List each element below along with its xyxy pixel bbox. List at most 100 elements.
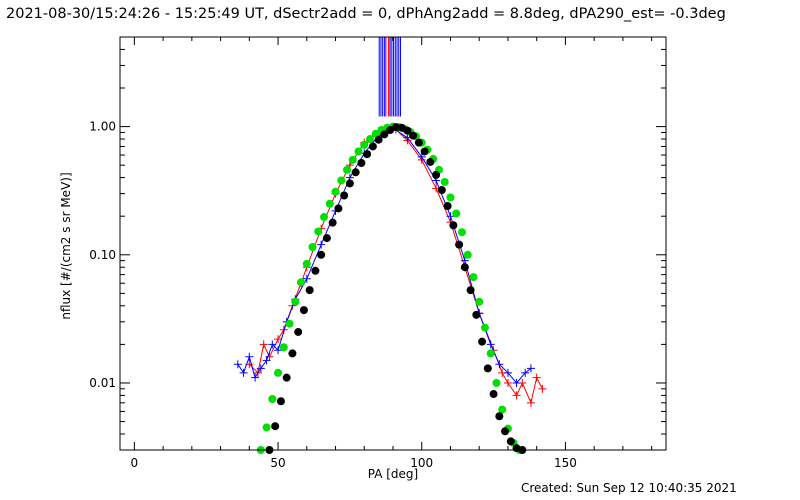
data-point-circle xyxy=(282,373,291,382)
data-point-circle xyxy=(469,273,478,282)
data-point-circle xyxy=(368,142,377,151)
data-point-circle xyxy=(495,412,504,421)
data-point-circle xyxy=(437,186,446,195)
series-2 xyxy=(256,122,524,454)
series-3 xyxy=(265,123,527,454)
data-point-plus xyxy=(251,373,260,382)
data-point-plus xyxy=(532,373,541,382)
data-point-circle xyxy=(366,135,375,144)
data-point-circle xyxy=(452,209,461,218)
data-point-circle xyxy=(478,337,487,346)
data-point-circle xyxy=(351,168,360,177)
y-tick-label: 0.01 xyxy=(89,376,116,390)
data-point-circle xyxy=(480,323,489,332)
data-point-circle xyxy=(340,191,349,200)
data-point-circle xyxy=(325,199,334,208)
data-point-circle xyxy=(374,135,383,144)
data-point-circle xyxy=(363,150,372,159)
data-point-circle xyxy=(443,202,452,211)
data-point-circle xyxy=(305,286,314,295)
data-point-circle xyxy=(285,319,294,328)
data-point-circle xyxy=(322,234,331,243)
data-point-circle xyxy=(449,221,458,230)
y-tick-label: 1.00 xyxy=(89,120,116,134)
data-point-circle xyxy=(297,278,306,287)
data-point-plus xyxy=(495,360,504,369)
data-point-plus xyxy=(538,384,547,393)
data-point-circle xyxy=(426,157,435,166)
data-point-circle xyxy=(446,193,455,202)
data-point-circle xyxy=(299,306,308,315)
series-1 xyxy=(233,124,535,387)
data-point-plus xyxy=(274,346,283,355)
data-point-circle xyxy=(457,228,466,237)
data-point-plus xyxy=(521,368,530,377)
data-point-circle xyxy=(288,349,297,358)
x-tick-label: 150 xyxy=(554,456,577,470)
data-point-circle xyxy=(271,422,280,431)
data-point-circle xyxy=(420,147,429,156)
data-point-circle xyxy=(294,327,303,336)
data-point-plus xyxy=(302,274,311,283)
data-point-circle xyxy=(432,170,441,179)
data-point-circle xyxy=(489,390,498,399)
vertical-lines-group xyxy=(378,37,401,117)
data-point-plus xyxy=(245,352,254,361)
data-point-circle xyxy=(291,297,300,306)
data-point-circle xyxy=(472,310,481,319)
data-point-circle xyxy=(483,364,492,373)
data-point-circle xyxy=(302,259,311,268)
created-timestamp: Created: Sun Sep 12 10:40:35 2021 xyxy=(521,481,737,495)
data-point-circle xyxy=(501,427,510,436)
data-point-circle xyxy=(337,176,346,185)
data-point-circle xyxy=(279,343,288,352)
data-point-plus xyxy=(239,368,248,377)
data-point-circle xyxy=(320,213,329,222)
chart-title: 2021-08-30/15:24:26 - 15:25:49 UT, dSect… xyxy=(6,6,726,22)
data-point-circle xyxy=(311,266,320,275)
data-point-plus xyxy=(417,152,426,161)
data-point-circle xyxy=(506,437,515,446)
data-point-plus xyxy=(486,340,495,349)
data-point-circle xyxy=(486,349,495,358)
data-point-plus xyxy=(268,340,277,349)
data-point-circle xyxy=(463,250,472,259)
x-tick-label: 100 xyxy=(410,456,433,470)
axes-group: 0 50 100 150 0.01 0.10 1.00 xyxy=(89,36,666,470)
data-point-circle xyxy=(334,204,343,213)
data-point-circle xyxy=(274,368,283,377)
data-point-circle xyxy=(455,240,464,249)
data-point-plus xyxy=(262,356,271,365)
data-point-plus xyxy=(259,340,268,349)
data-point-circle xyxy=(414,138,423,147)
data-point-circle xyxy=(440,177,449,186)
data-point-circle xyxy=(380,130,389,139)
data-point-circle xyxy=(348,155,357,164)
data-point-circle xyxy=(343,165,352,174)
data-point-circle xyxy=(391,123,400,132)
data-point-circle xyxy=(328,218,337,227)
data-point-circle xyxy=(466,286,475,295)
data-point-circle xyxy=(403,126,412,135)
x-axis-label: PA [deg] xyxy=(368,467,418,481)
data-point-circle xyxy=(268,394,277,403)
data-point-plus xyxy=(512,378,521,387)
data-point-circle xyxy=(360,140,369,149)
data-point-circle xyxy=(460,263,469,272)
data-point-plus xyxy=(256,364,265,373)
data-point-circle xyxy=(308,243,317,252)
data-point-circle xyxy=(357,159,366,168)
data-point-circle xyxy=(276,397,285,406)
y-tick-label: 0.10 xyxy=(89,248,116,262)
data-series-group xyxy=(233,122,547,454)
data-point-circle xyxy=(492,378,501,387)
data-point-circle xyxy=(498,405,507,414)
data-point-circle xyxy=(345,179,354,188)
data-point-plus xyxy=(233,360,242,369)
data-point-circle xyxy=(314,227,323,236)
y-axis-label: nflux [#/(cm2 s sr MeV)] xyxy=(59,172,73,319)
plot-frame xyxy=(119,36,667,451)
data-point-plus xyxy=(317,240,326,249)
data-point-circle xyxy=(475,297,484,306)
